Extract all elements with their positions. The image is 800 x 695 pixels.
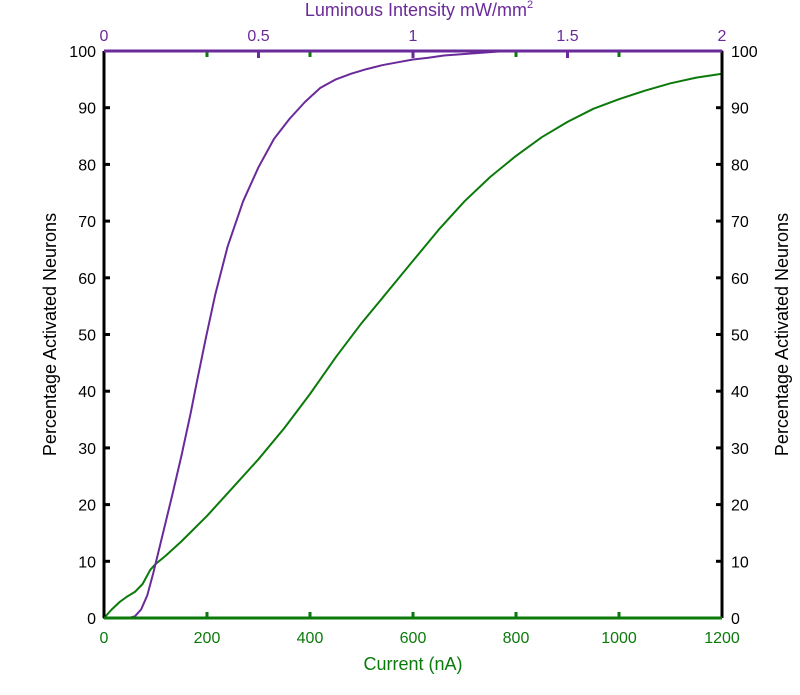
x-top-tick-label: 0.5: [247, 28, 269, 45]
x-bottom-tick-label: 200: [194, 630, 221, 647]
y-left-tick-label: 100: [69, 44, 96, 61]
y-left-tick-label: 60: [78, 271, 96, 288]
x-bottom-tick-label: 1200: [704, 630, 740, 647]
x-top-tick-label: 1: [409, 28, 418, 45]
x-top-tick-label: 0: [100, 28, 109, 45]
frame-layer: [102, 49, 724, 620]
y-right-tick-label: 0: [731, 611, 740, 628]
x-bottom-tick-label: 0: [100, 630, 109, 647]
y-right-tick-label: 70: [731, 214, 749, 231]
current-curve: [103, 72, 723, 619]
x-top-axis-title-superscript: 2: [527, 0, 533, 11]
x-bottom-tick-label: 1000: [601, 630, 637, 647]
y-left-tick-label: 50: [78, 328, 96, 345]
series-layer: [103, 50, 723, 619]
y-left-tick-label: 70: [78, 214, 96, 231]
y-left-tick-label: 0: [87, 611, 96, 628]
x-bottom-axis-title: Current (nA): [363, 654, 462, 674]
y-left-tick-label: 10: [78, 554, 96, 571]
x-top-tick-label: 1.5: [556, 28, 578, 45]
y-left-tick-label: 30: [78, 441, 96, 458]
x-top-axis-title: Luminous Intensity mW/mm2: [305, 0, 533, 20]
y-right-tick-label: 80: [731, 157, 749, 174]
y-right-tick-label: 40: [731, 384, 749, 401]
x-bottom-tick-label: 400: [297, 630, 324, 647]
x-bottom-tick-label: 800: [503, 630, 530, 647]
y-right-tick-label: 50: [731, 328, 749, 345]
y-right-tick-label: 30: [731, 441, 749, 458]
y-right-tick-label: 60: [731, 271, 749, 288]
x-top-axis-title-text: Luminous Intensity mW/mm: [305, 0, 527, 20]
y-left-tick-label: 40: [78, 384, 96, 401]
y-right-tick-label: 10: [731, 554, 749, 571]
x-top-tick-label: 2: [718, 28, 727, 45]
y-right-tick-label: 20: [731, 498, 749, 515]
y-left-tick-label: 90: [78, 101, 96, 118]
y-left-axis-title: Percentage Activated Neurons: [40, 213, 60, 456]
y-left-tick-label: 20: [78, 498, 96, 515]
y-right-axis-title: Percentage Activated Neurons: [772, 213, 792, 456]
y-right-tick-label: 100: [731, 44, 758, 61]
y-left-tick-label: 80: [78, 157, 96, 174]
x-bottom-tick-label: 600: [400, 630, 427, 647]
y-right-tick-label: 90: [731, 101, 749, 118]
luminous-intensity-curve: [103, 50, 723, 619]
